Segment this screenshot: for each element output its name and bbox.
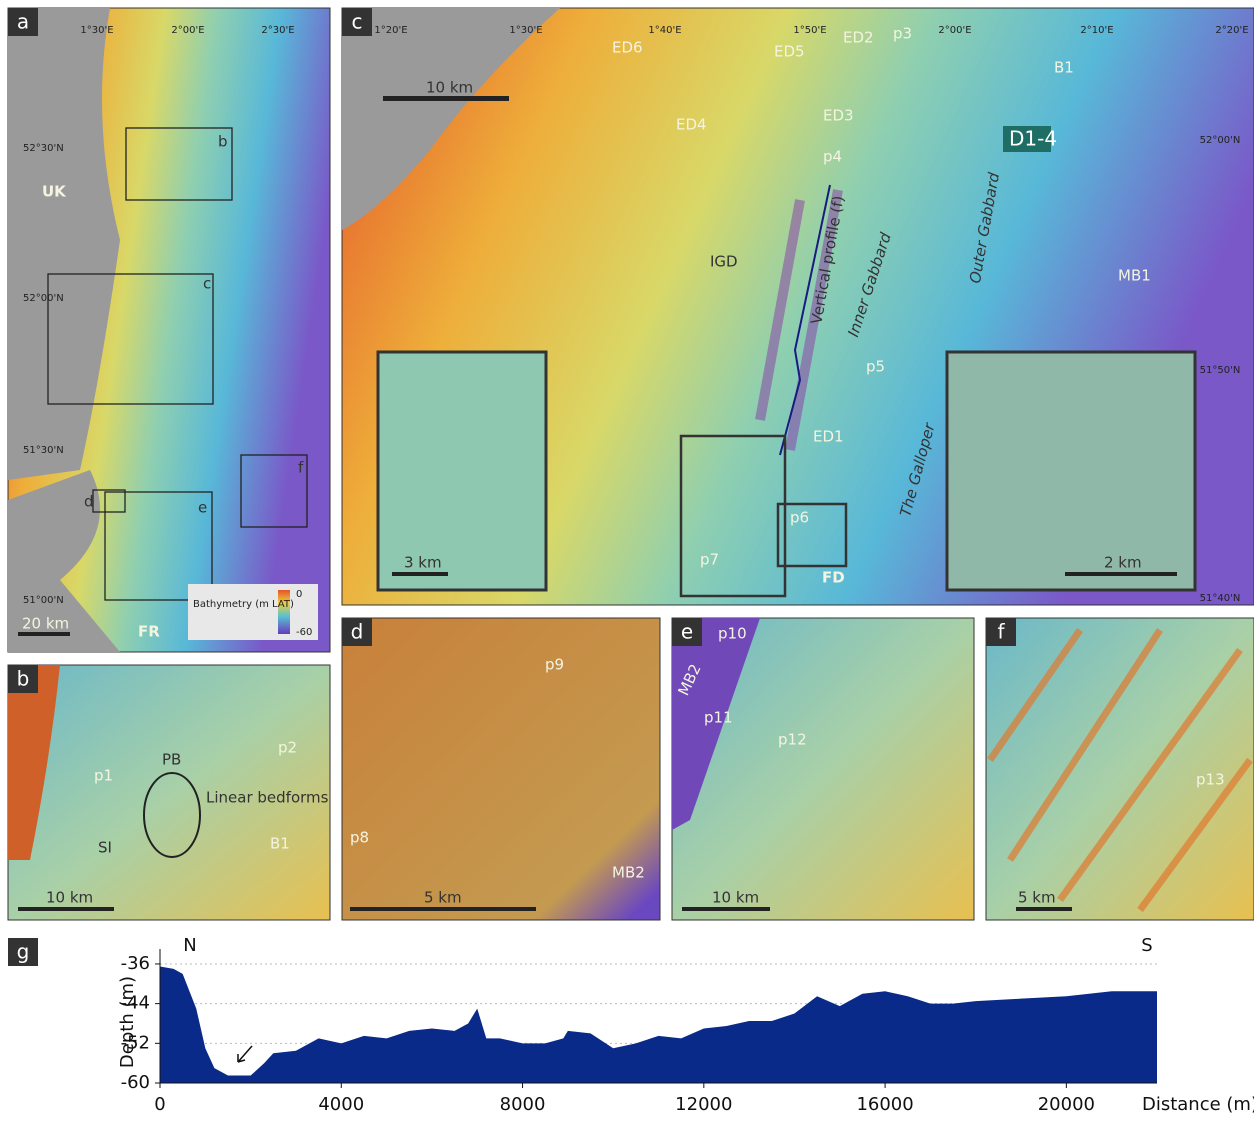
map-label: 2°30'E <box>261 25 294 36</box>
scale-bar <box>350 907 536 911</box>
map-label: ED5 <box>774 43 805 61</box>
map-label: D1-4 <box>1009 127 1057 151</box>
map-label: p7 <box>700 551 719 569</box>
map-label: 1°30'E <box>509 25 542 36</box>
x-tick-label: 8000 <box>500 1094 546 1115</box>
map-label: 2°00'E <box>938 25 971 36</box>
map-label: p2 <box>278 739 297 757</box>
x-tick-label: 0 <box>154 1094 165 1115</box>
annotation: S <box>1141 935 1152 956</box>
map-label: UK <box>42 183 67 201</box>
figure: a 1°30'E 2°00'E 2°30'E 52°30'N 52°00'N 51°30'N… <box>0 0 1254 1120</box>
map-label: FD <box>822 569 845 587</box>
map-label: PB <box>162 751 181 769</box>
map-label: SI <box>98 839 112 857</box>
map-label: 52°00'N <box>23 293 64 304</box>
scale-bar <box>18 632 70 636</box>
map-label: 2°00'E <box>171 25 204 36</box>
map-label: 2°20'E <box>1215 25 1248 36</box>
map-label: ED6 <box>612 39 643 57</box>
y-tick-label: -36 <box>121 953 150 974</box>
map-label: 52°30'N <box>23 143 64 154</box>
map-label: p4 <box>823 148 842 166</box>
map-label: -60 <box>296 627 312 638</box>
map-label: p5 <box>866 358 885 376</box>
map-label: p12 <box>778 731 807 749</box>
map-label: 3 km <box>404 554 442 572</box>
annotation: N <box>183 935 196 956</box>
map-label: 1°30'E <box>80 25 113 36</box>
y-tick-label: -60 <box>121 1072 150 1093</box>
map-label: f <box>997 620 1005 644</box>
map-label: 2°10'E <box>1080 25 1113 36</box>
map-label: p10 <box>718 625 747 643</box>
colorbar <box>278 590 290 634</box>
scale-bar <box>18 907 114 911</box>
map-label: 51°00'N <box>23 595 64 606</box>
map-label: p9 <box>545 656 564 674</box>
map-label: 20 km <box>22 615 69 633</box>
map-label: p13 <box>1196 771 1225 789</box>
map-label: c <box>203 275 211 293</box>
map-label: e <box>198 499 207 517</box>
map-label: c <box>352 10 363 34</box>
map-label: FR <box>138 623 160 641</box>
map-label: ED4 <box>676 116 707 134</box>
map-label: 0 <box>296 589 302 600</box>
scale-bar <box>392 572 448 576</box>
map-label: MB1 <box>1118 267 1151 285</box>
map-label: 10 km <box>712 889 759 907</box>
map-label: 10 km <box>46 889 93 907</box>
map-label: 5 km <box>1018 889 1056 907</box>
map-label: Linear bedforms <box>206 789 329 807</box>
scale-bar <box>383 96 509 101</box>
map-label: ED2 <box>843 29 874 47</box>
map-label: a <box>17 10 29 34</box>
map-label: B1 <box>1054 59 1074 77</box>
x-tick-label: 20000 <box>1038 1094 1095 1115</box>
map-label: d <box>351 620 364 644</box>
maps <box>8 8 1254 920</box>
map-label: b <box>218 133 228 151</box>
map-label: d <box>84 493 94 511</box>
map-label: MB2 <box>612 864 645 882</box>
map-label: p8 <box>350 829 369 847</box>
map-label: p1 <box>94 767 113 785</box>
map-label: f <box>298 459 304 477</box>
map-label: ED3 <box>823 107 854 125</box>
y-axis-label: Depth (m) <box>117 976 138 1068</box>
map-label: 1°20'E <box>374 25 407 36</box>
map-label: 51°40'N <box>1200 593 1241 604</box>
scale-bar <box>682 907 770 911</box>
map-label: B1 <box>270 835 290 853</box>
x-tick-label: 16000 <box>856 1094 913 1115</box>
map-label: p6 <box>790 509 809 527</box>
map-label: 5 km <box>424 889 462 907</box>
map-label: 10 km <box>426 79 473 97</box>
map-label: 51°50'N <box>1200 365 1241 376</box>
map-label: 1°50'E <box>793 25 826 36</box>
map-label: g <box>17 940 30 964</box>
map-label: p3 <box>893 25 912 43</box>
profile-area <box>160 966 1157 1083</box>
map-label: 1°40'E <box>648 25 681 36</box>
map-label: ED1 <box>813 428 844 446</box>
map-label: 52°00'N <box>1200 135 1241 146</box>
map-label: 2 km <box>1104 554 1142 572</box>
map-label: p11 <box>704 709 733 727</box>
x-axis-label: Distance (m) <box>1142 1094 1254 1115</box>
x-tick-label: 4000 <box>318 1094 364 1115</box>
map-label: IGD <box>710 253 738 271</box>
map-f <box>986 618 1254 920</box>
map-label: e <box>681 620 693 644</box>
scale-bar <box>1065 572 1177 576</box>
x-tick-label: 12000 <box>675 1094 732 1115</box>
map-label: Bathymetry (m LAT) <box>193 599 294 610</box>
map-label: b <box>17 667 30 691</box>
inset-right <box>947 352 1195 590</box>
map-label: 51°30'N <box>23 445 64 456</box>
scale-bar <box>1016 907 1072 911</box>
